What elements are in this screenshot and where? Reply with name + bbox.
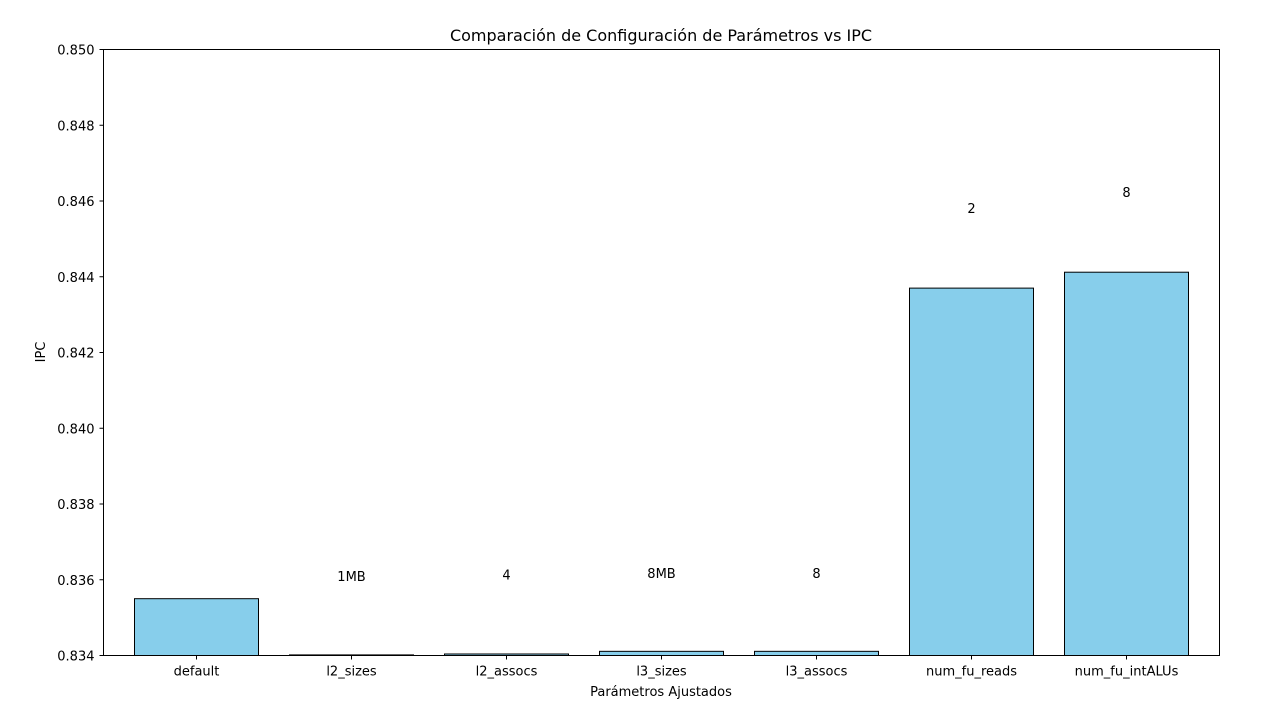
y-axis: 0.834 0.836 0.838 0.840 0.842 0.844 0.846 0.848… (57, 44, 104, 665)
x-axis-label: Parámetros Ajustados (590, 685, 732, 700)
bar-num_fu_intALUs (1064, 271, 1189, 656)
y-tick-label-0.836: 0.836 (57, 574, 94, 589)
bar-annotation-l3_assocs: 8 (812, 567, 820, 582)
bar-l3_sizes (599, 650, 724, 656)
x-tick-label-num_fu_reads: num_fu_reads (926, 665, 1017, 680)
y-tick-label-0.844: 0.844 (57, 271, 94, 286)
bar-annotation-l3_sizes: 8MB (647, 567, 675, 582)
bar-annotation-l2_assocs: 4 (502, 568, 510, 583)
x-tick-label-num_fu_intALUs: num_fu_intALUs (1075, 665, 1179, 680)
y-tick-label-0.842: 0.842 (57, 347, 94, 362)
y-tick-label-0.848: 0.848 (57, 119, 94, 134)
bar-default (134, 598, 259, 656)
x-tick-label-l3_assocs: l3_assocs (786, 665, 848, 680)
bar-l3_assocs (754, 650, 879, 656)
bar-annotation-num_fu_reads: 2 (967, 202, 975, 217)
bars-layer (134, 271, 1189, 657)
x-tick-label-l3_sizes: l3_sizes (636, 665, 687, 680)
chart-title: Comparación de Configuración de Parámetr… (450, 26, 872, 45)
bar-num_fu_reads (909, 287, 1034, 656)
y-tick-label-0.840: 0.840 (57, 422, 94, 437)
bar-annotations: 1MB 4 8MB 8 2 8 (337, 186, 1130, 585)
plot-frame (103, 49, 1220, 656)
bar-annotation-l2_sizes: 1MB (337, 570, 365, 585)
x-tick-label-l2_assocs: l2_assocs (476, 665, 538, 680)
x-tick-label-l2_sizes: l2_sizes (326, 665, 377, 680)
x-tick-label-default: default (174, 665, 220, 680)
y-tick-label-0.838: 0.838 (57, 498, 94, 513)
y-tick-label-0.834: 0.834 (57, 650, 94, 665)
bar-annotation-num_fu_intALUs: 8 (1122, 186, 1130, 201)
y-tick-label-0.850: 0.850 (57, 44, 94, 59)
y-tick-label-0.846: 0.846 (57, 195, 94, 210)
x-axis: default l2_sizes l2_assocs l3_sizes l3_assoc… (174, 655, 1179, 680)
y-axis-label: IPC (34, 342, 49, 363)
